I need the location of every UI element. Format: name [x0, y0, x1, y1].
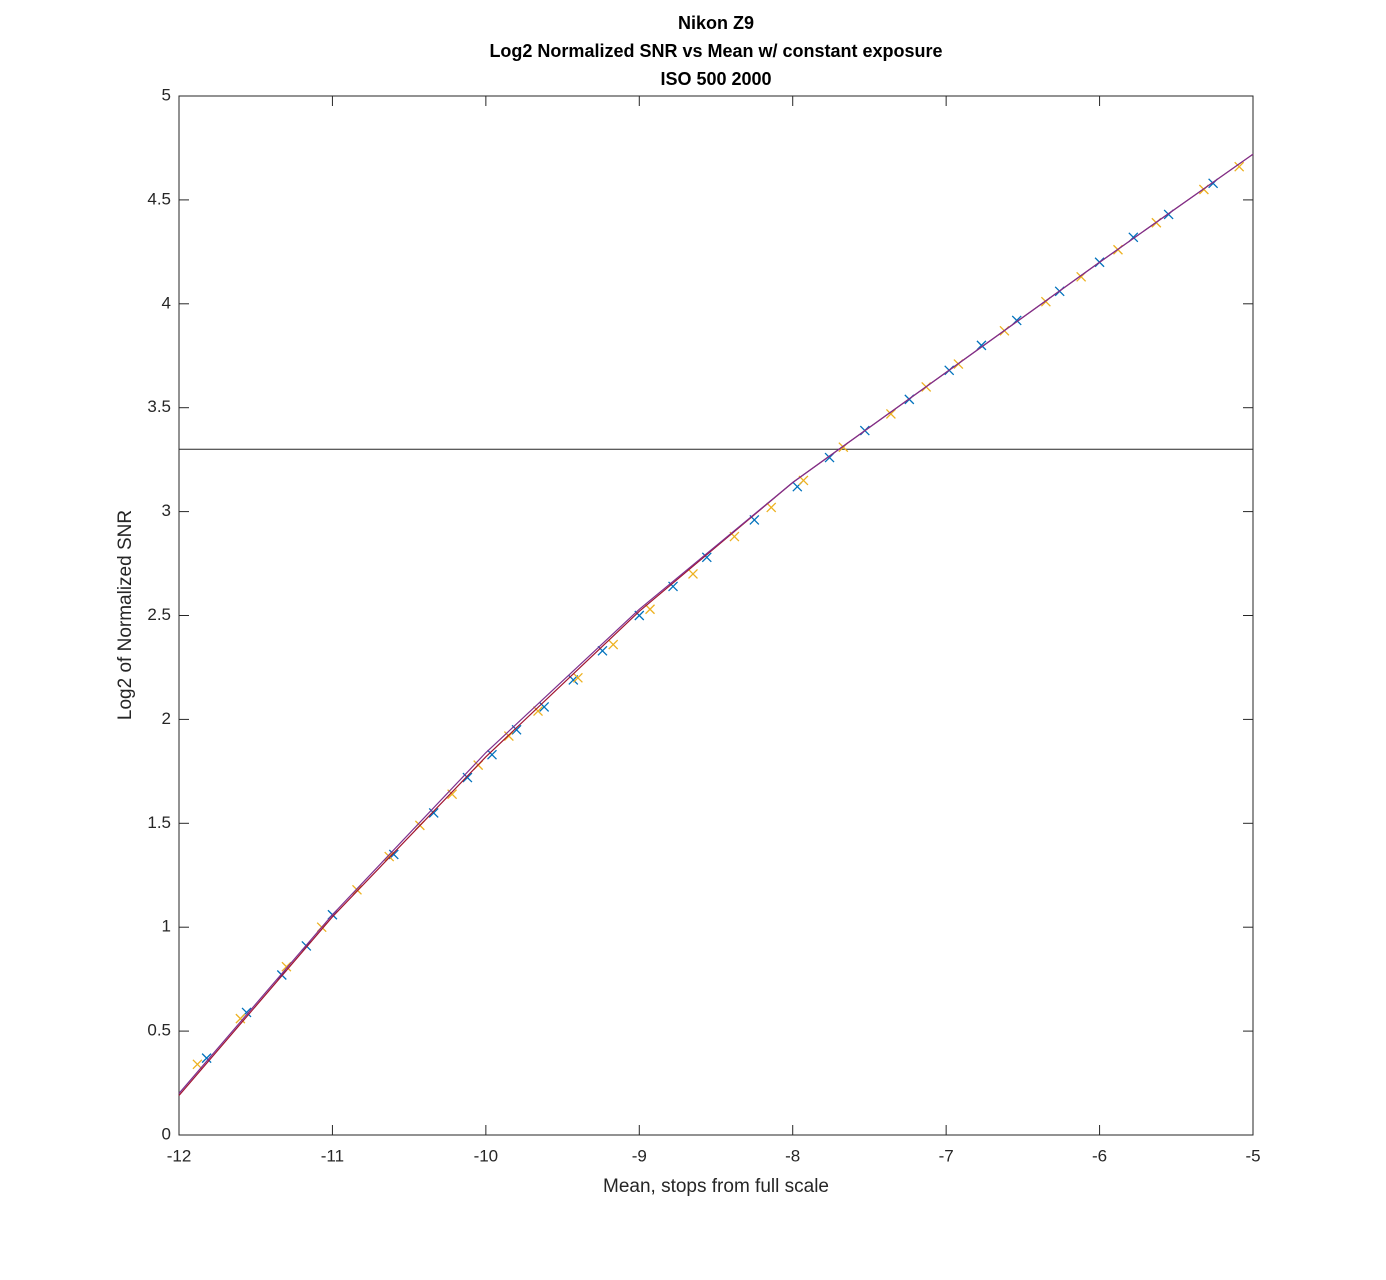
- x-axis-label: Mean, stops from full scale: [603, 1176, 829, 1197]
- y-tick-label: 4.5: [147, 189, 171, 208]
- y-tick-label: 2.5: [147, 605, 171, 624]
- data-point: [645, 604, 655, 615]
- data-point: [201, 1053, 212, 1064]
- x-tick-label: -12: [167, 1146, 192, 1165]
- data-point: [597, 645, 608, 656]
- y-tick-label: 1.5: [147, 813, 171, 832]
- data-point: [384, 851, 395, 862]
- x-tick-label: -7: [939, 1146, 954, 1165]
- data-point: [701, 552, 712, 563]
- x-tick-label: -10: [474, 1146, 499, 1165]
- data-point: [281, 961, 292, 972]
- x-tick-label: -5: [1245, 1146, 1260, 1165]
- data-point: [688, 568, 698, 579]
- y-tick-label: 1: [162, 917, 171, 936]
- data-point: [487, 749, 497, 760]
- fit-line: [178, 153, 1254, 1094]
- y-tick-label: 0: [162, 1124, 171, 1143]
- data-point: [428, 807, 439, 818]
- y-tick-label: 2: [162, 709, 171, 728]
- y-axis-label: Log2 of Normalized SNR: [115, 510, 136, 720]
- data-point: [503, 731, 514, 741]
- data-point: [192, 1059, 203, 1070]
- data-point: [572, 672, 583, 683]
- y-tick-label: 3.5: [147, 397, 171, 416]
- y-tick-label: 0.5: [147, 1021, 171, 1040]
- data-point: [766, 502, 777, 513]
- y-tick-label: 3: [162, 501, 171, 520]
- x-tick-label: -9: [632, 1146, 647, 1165]
- chart-title: Nikon Z9: [678, 13, 754, 33]
- data-point: [1234, 161, 1245, 172]
- y-tick-label: 4: [162, 293, 171, 312]
- data-point: [976, 340, 987, 351]
- data-point: [608, 639, 619, 650]
- y-tick-label: 5: [162, 85, 171, 104]
- data-point: [533, 706, 543, 717]
- chart-title: ISO 500 2000: [660, 69, 771, 89]
- chart-title: Log2 Normalized SNR vs Mean w/ constant …: [489, 41, 942, 61]
- x-tick-label: -8: [785, 1146, 800, 1165]
- x-tick-label: -11: [321, 1146, 344, 1165]
- data-point: [885, 408, 896, 419]
- data-point: [235, 1013, 246, 1024]
- x-tick-label: -6: [1092, 1146, 1107, 1165]
